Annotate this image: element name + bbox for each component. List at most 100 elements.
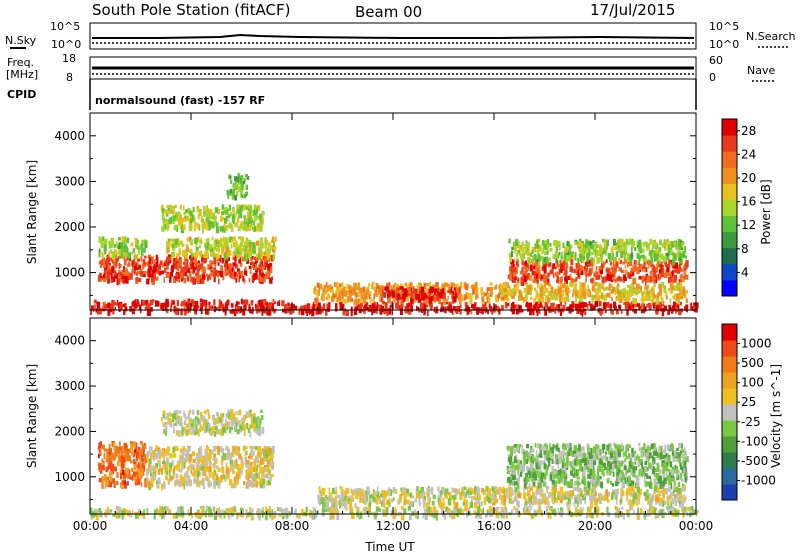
power-cell xyxy=(534,296,537,301)
power-cell xyxy=(399,286,403,290)
velocity-cell xyxy=(120,472,123,480)
power-cell xyxy=(371,283,374,290)
velocity-cell xyxy=(146,508,149,515)
power-cell xyxy=(586,255,589,262)
power-cell xyxy=(199,298,203,302)
velocity-cell xyxy=(505,513,508,519)
power-cell xyxy=(155,300,158,307)
power-cell xyxy=(653,279,656,284)
velocity-cell xyxy=(190,431,194,436)
velocity-cell xyxy=(382,508,384,514)
power-cell xyxy=(334,293,338,299)
power-cell xyxy=(676,293,680,298)
velocity-cell xyxy=(113,445,117,452)
velocity-cell xyxy=(632,509,635,515)
power-cell xyxy=(658,283,662,289)
power-cell xyxy=(260,277,263,282)
power-cell xyxy=(684,274,689,280)
power-cell xyxy=(650,252,654,258)
power-cell xyxy=(109,303,112,311)
velocity-cell xyxy=(256,457,259,464)
power-cell xyxy=(110,249,113,254)
velocity-cell xyxy=(192,464,195,471)
power-cell xyxy=(599,254,603,259)
power-cell xyxy=(228,214,231,218)
power-cell xyxy=(224,257,229,264)
velocity-cell xyxy=(230,464,233,468)
velocity-cell xyxy=(161,461,166,465)
power-cell xyxy=(289,309,293,315)
power-cell xyxy=(133,258,136,262)
power-cell xyxy=(451,282,455,287)
power-cell xyxy=(520,291,523,297)
power-cell xyxy=(136,271,141,275)
power-cell xyxy=(191,252,195,257)
power-cell xyxy=(568,289,571,294)
power-cell xyxy=(582,253,585,261)
velocity-cell xyxy=(232,470,235,474)
power-cell xyxy=(588,301,591,306)
power-cell xyxy=(102,262,105,268)
power-cell xyxy=(653,292,655,297)
power-cell xyxy=(230,180,233,184)
velocity-cell xyxy=(333,505,337,511)
power-cell xyxy=(440,302,444,308)
velocity-cell xyxy=(189,457,192,463)
power-cell xyxy=(227,238,230,242)
velocity-cell xyxy=(653,508,657,515)
power-cell xyxy=(581,310,584,317)
power-cell xyxy=(367,288,370,295)
power-cell xyxy=(623,292,626,297)
power-cell xyxy=(151,277,154,283)
power-cell xyxy=(667,276,672,284)
power-cell xyxy=(180,303,183,307)
power-cell xyxy=(663,285,666,290)
velocity-cell xyxy=(102,464,105,471)
power-cell xyxy=(248,245,251,251)
velocity-cell xyxy=(250,467,254,474)
power-cell xyxy=(253,210,256,217)
velocity-cell xyxy=(229,452,232,459)
power-cell xyxy=(183,299,186,306)
power-cell xyxy=(440,291,445,299)
velocity-cell xyxy=(142,450,145,456)
power-cell xyxy=(569,282,572,287)
velocity-cell xyxy=(106,449,110,452)
velocity-cell xyxy=(127,455,131,462)
power-cell xyxy=(543,275,547,282)
velocity-cell xyxy=(165,464,169,472)
power-cell xyxy=(578,238,582,244)
power-cell xyxy=(612,254,614,261)
power-cell xyxy=(561,289,564,293)
power-cell xyxy=(517,250,520,254)
power-cell xyxy=(646,275,651,283)
velocity-cell xyxy=(335,507,338,514)
velocity-cell xyxy=(661,508,665,516)
velocity-cell xyxy=(99,441,102,446)
power-cell xyxy=(569,244,573,249)
power-cell xyxy=(511,275,514,281)
power-cell xyxy=(676,297,680,305)
velocity-cell xyxy=(234,449,238,455)
velocity-cell xyxy=(158,460,161,467)
power-cell xyxy=(655,298,658,305)
velocity-cell xyxy=(476,506,481,514)
power-cell xyxy=(266,275,270,279)
velocity-cell xyxy=(491,511,494,515)
velocity-cell xyxy=(244,451,247,457)
power-cell xyxy=(228,263,233,269)
power-cell xyxy=(232,236,236,241)
velocity-cell xyxy=(167,418,171,425)
velocity-cell xyxy=(116,472,119,478)
velocity-cell xyxy=(253,462,256,469)
power-cell xyxy=(113,301,116,305)
velocity-cell xyxy=(124,443,127,448)
power-cell xyxy=(136,258,140,262)
velocity-cell xyxy=(233,483,237,489)
power-cell xyxy=(435,288,438,293)
velocity-cell xyxy=(234,425,236,432)
velocity-cell xyxy=(270,474,274,478)
power-cell xyxy=(520,309,524,313)
power-cell xyxy=(376,283,379,287)
power-cell xyxy=(539,300,542,308)
